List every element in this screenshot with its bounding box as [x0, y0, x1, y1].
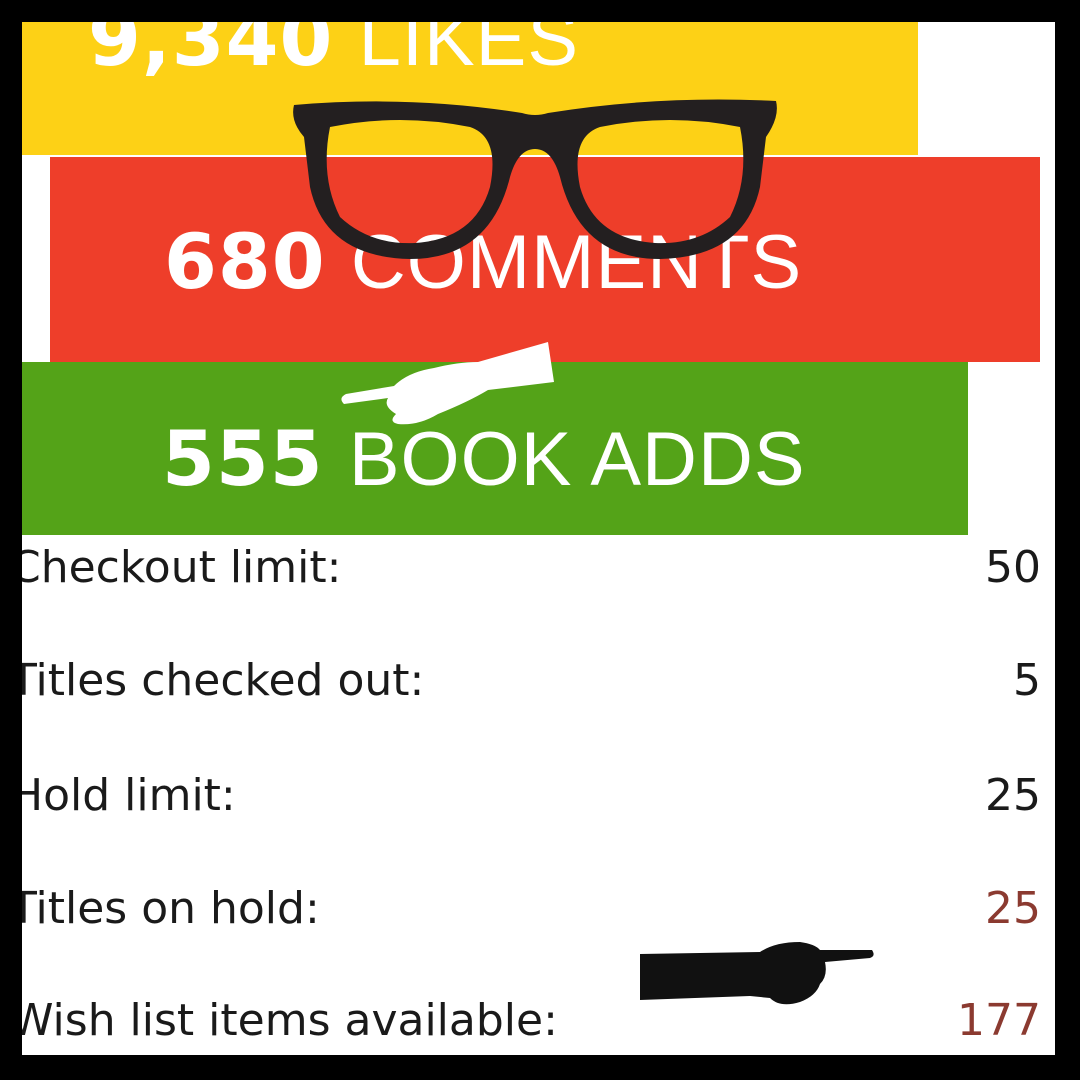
account-row-titles-checked-out: Titles checked out: 5 — [22, 650, 1041, 710]
row-label: Titles checked out: — [22, 654, 425, 706]
row-label: Titles on hold: — [22, 882, 320, 934]
book-adds-label: BOOK ADDS — [348, 417, 806, 502]
row-value: 177 — [957, 994, 1041, 1046]
row-label: Checkout limit: — [22, 541, 342, 593]
row-value: 50 — [985, 541, 1041, 593]
row-label: Hold limit: — [22, 769, 236, 821]
account-row-checkout-limit: Checkout limit: 50 — [22, 537, 1041, 597]
glasses-icon — [293, 99, 777, 259]
book-adds-banner: 555 BOOK ADDS — [22, 362, 968, 535]
account-row-titles-on-hold: Titles on hold: 25 — [22, 878, 1041, 938]
likes-count: 9,340 — [88, 22, 334, 83]
book-adds-count: 555 — [162, 414, 324, 503]
likes-banner: 9,340 LIKES — [22, 22, 918, 155]
pointing-hand-icon-white — [341, 342, 554, 425]
likes-label: LIKES — [358, 22, 580, 82]
account-row-hold-limit: Hold limit: 25 — [22, 765, 1041, 825]
collage-frame: 9,340 LIKES 680 COMMENTS 555 BOOK ADDS C… — [22, 22, 1055, 1055]
comments-banner: 680 COMMENTS — [50, 157, 1040, 362]
account-row-wish-list: Wish list items available: 177 — [22, 990, 1041, 1050]
row-value: 25 — [985, 769, 1041, 821]
comments-count: 680 — [164, 217, 326, 306]
row-value: 25 — [985, 882, 1041, 934]
row-value: 5 — [1013, 654, 1041, 706]
pointing-hand-icon-black — [640, 942, 874, 1005]
row-label: Wish list items available: — [22, 994, 558, 1046]
